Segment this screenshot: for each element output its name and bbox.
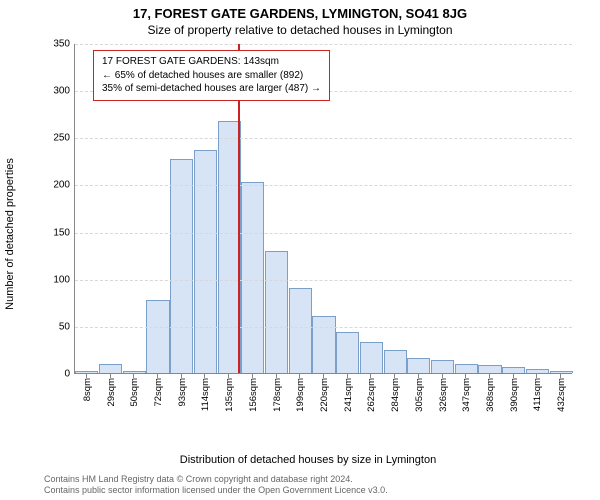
y-tick-label: 300 bbox=[44, 86, 70, 97]
x-tick-mark bbox=[110, 374, 111, 378]
footer-line-2: Contains public sector information licen… bbox=[44, 485, 388, 496]
x-tick-label: 368sqm bbox=[485, 378, 496, 412]
x-tick-mark bbox=[489, 374, 490, 378]
x-tick-mark bbox=[181, 374, 182, 378]
histogram-bar bbox=[312, 316, 335, 373]
x-tick-label: 432sqm bbox=[556, 378, 567, 412]
x-tick-mark bbox=[560, 374, 561, 378]
gridline bbox=[75, 280, 572, 281]
y-tick-label: 0 bbox=[44, 369, 70, 380]
histogram-bar bbox=[455, 364, 478, 373]
histogram-bar bbox=[431, 360, 454, 373]
histogram-bar bbox=[289, 288, 312, 373]
histogram-bar bbox=[146, 300, 169, 373]
x-tick-label: 156sqm bbox=[248, 378, 259, 412]
callout-line-2: ← 65% of detached houses are smaller (89… bbox=[102, 69, 321, 83]
x-tick-label: 305sqm bbox=[414, 378, 425, 412]
x-tick-mark bbox=[394, 374, 395, 378]
histogram-bar bbox=[478, 365, 501, 373]
x-tick-label: 347sqm bbox=[461, 378, 472, 412]
x-tick-label: 326sqm bbox=[438, 378, 449, 412]
histogram-bar bbox=[194, 150, 217, 373]
x-tick-mark bbox=[86, 374, 87, 378]
footer-attribution: Contains HM Land Registry data © Crown c… bbox=[44, 474, 388, 497]
histogram-bar bbox=[526, 369, 549, 373]
x-tick-mark bbox=[299, 374, 300, 378]
x-tick-label: 50sqm bbox=[129, 378, 140, 407]
x-tick-mark bbox=[228, 374, 229, 378]
x-tick-mark bbox=[276, 374, 277, 378]
x-axis-label: Distribution of detached houses by size … bbox=[44, 454, 572, 466]
gridline bbox=[75, 138, 572, 139]
callout-line-3: 35% of semi-detached houses are larger (… bbox=[102, 82, 321, 96]
x-tick-label: 178sqm bbox=[272, 378, 283, 412]
x-tick-mark bbox=[370, 374, 371, 378]
x-tick-label: 93sqm bbox=[177, 378, 188, 407]
histogram-bar bbox=[170, 159, 193, 373]
y-tick-label: 350 bbox=[44, 39, 70, 50]
histogram-bar bbox=[99, 364, 122, 373]
x-tick-label: 114sqm bbox=[200, 378, 211, 411]
histogram-bar bbox=[407, 358, 430, 373]
x-tick-label: 390sqm bbox=[509, 378, 520, 412]
x-tick-mark bbox=[252, 374, 253, 378]
x-tick-mark bbox=[204, 374, 205, 378]
histogram-bar bbox=[241, 182, 264, 373]
x-tick-mark bbox=[323, 374, 324, 378]
x-tick-label: 220sqm bbox=[319, 378, 330, 412]
callout-box: 17 FOREST GATE GARDENS: 143sqm ← 65% of … bbox=[93, 50, 330, 101]
x-tick-label: 72sqm bbox=[153, 378, 164, 407]
plot-area: 17 FOREST GATE GARDENS: 143sqm ← 65% of … bbox=[74, 44, 572, 374]
x-tick-mark bbox=[536, 374, 537, 378]
histogram-bar bbox=[123, 371, 146, 373]
x-tick-mark bbox=[465, 374, 466, 378]
histogram-bar bbox=[75, 371, 98, 373]
y-axis-label: Number of detached properties bbox=[4, 44, 18, 424]
y-tick-label: 150 bbox=[44, 227, 70, 238]
x-tick-mark bbox=[442, 374, 443, 378]
page-subtitle: Size of property relative to detached ho… bbox=[0, 21, 600, 41]
x-tick-label: 262sqm bbox=[366, 378, 377, 412]
histogram-bar bbox=[360, 342, 383, 373]
x-tick-mark bbox=[157, 374, 158, 378]
x-tick-label: 411sqm bbox=[532, 378, 543, 411]
x-tick-mark bbox=[133, 374, 134, 378]
histogram-bar bbox=[336, 332, 359, 373]
histogram-bar bbox=[550, 371, 573, 373]
x-tick-label: 8sqm bbox=[82, 378, 93, 401]
x-tick-mark bbox=[418, 374, 419, 378]
gridline bbox=[75, 327, 572, 328]
histogram-bar bbox=[502, 367, 525, 373]
x-tick-mark bbox=[347, 374, 348, 378]
x-tick-label: 284sqm bbox=[390, 378, 401, 412]
y-tick-label: 250 bbox=[44, 133, 70, 144]
callout-line-1: 17 FOREST GATE GARDENS: 143sqm bbox=[102, 55, 321, 69]
page-title: 17, FOREST GATE GARDENS, LYMINGTON, SO41… bbox=[0, 0, 600, 21]
x-tick-label: 29sqm bbox=[106, 378, 117, 407]
x-tick-label: 241sqm bbox=[343, 378, 354, 412]
histogram-bar bbox=[265, 251, 288, 373]
gridline bbox=[75, 44, 572, 45]
gridline bbox=[75, 185, 572, 186]
histogram-bar bbox=[384, 350, 407, 373]
x-tick-mark bbox=[513, 374, 514, 378]
x-tick-label: 135sqm bbox=[224, 378, 235, 412]
gridline bbox=[75, 233, 572, 234]
y-tick-label: 50 bbox=[44, 321, 70, 332]
histogram-chart: 17 FOREST GATE GARDENS: 143sqm ← 65% of … bbox=[44, 44, 572, 424]
y-tick-label: 200 bbox=[44, 180, 70, 191]
y-tick-label: 100 bbox=[44, 274, 70, 285]
x-tick-label: 199sqm bbox=[295, 378, 306, 412]
footer-line-1: Contains HM Land Registry data © Crown c… bbox=[44, 474, 388, 485]
